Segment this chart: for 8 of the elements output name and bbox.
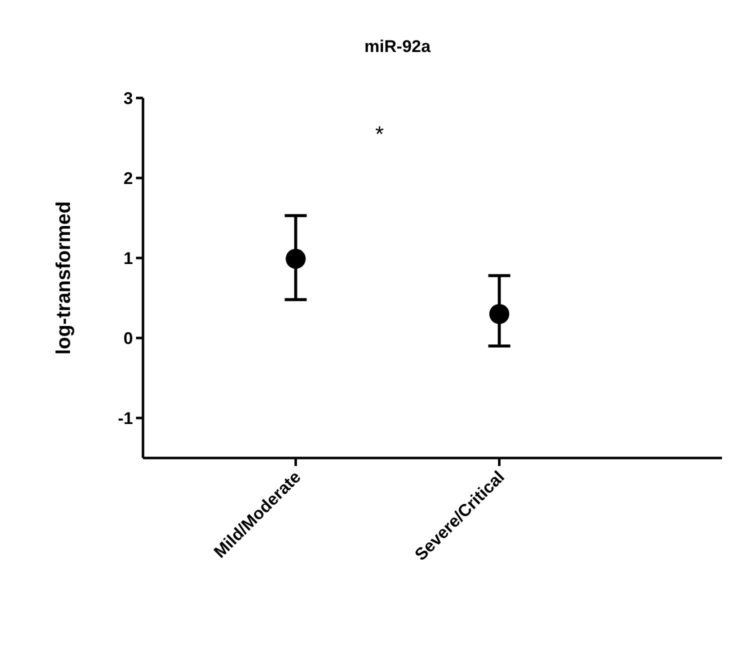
chart-title: miR-92a (364, 37, 432, 56)
y-tick-label: 3 (124, 88, 133, 108)
y-axis-title: log-transformed (53, 201, 75, 355)
y-tick-label: 1 (124, 248, 133, 268)
y-tick-label: 0 (124, 328, 133, 348)
y-tick-label: -1 (118, 408, 133, 428)
y-tick-label: 2 (124, 168, 133, 188)
annotation: * (375, 122, 384, 147)
